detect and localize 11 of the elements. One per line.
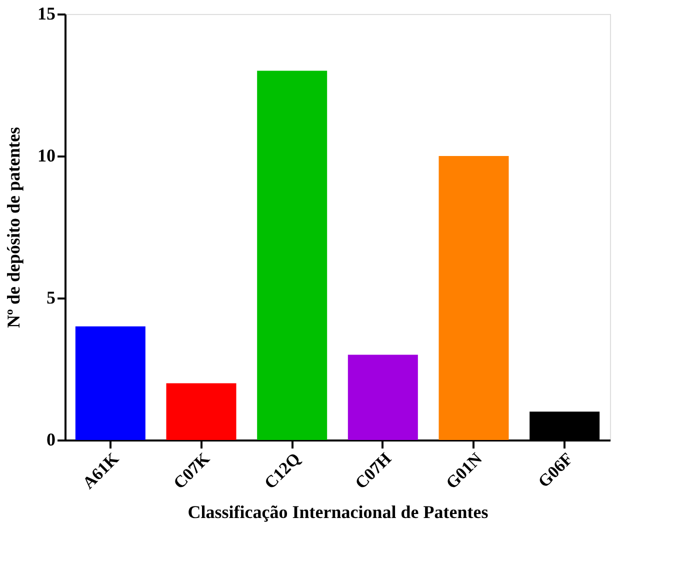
- bar: [348, 354, 418, 440]
- bar: [166, 383, 236, 440]
- bar: [438, 156, 509, 440]
- bar: [257, 70, 328, 440]
- y-axis-title: Nº de depósito de patentes: [4, 127, 24, 328]
- bar: [75, 326, 146, 440]
- y-tick-label: 15: [38, 4, 56, 24]
- y-tick-label: 5: [46, 288, 56, 308]
- y-tick-label: 0: [46, 430, 56, 450]
- y-tick-label: 10: [38, 146, 56, 166]
- x-axis-title: Classificação Internacional de Patentes: [188, 502, 488, 522]
